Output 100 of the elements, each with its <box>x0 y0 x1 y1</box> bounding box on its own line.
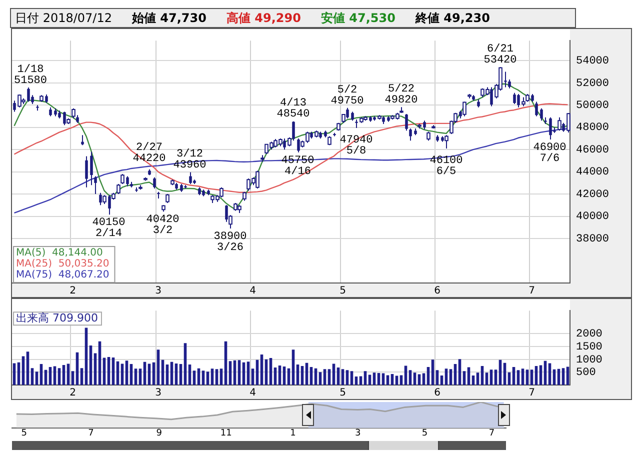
x-tick-label: 6 <box>434 388 440 399</box>
bar <box>62 364 66 385</box>
bar <box>562 368 565 385</box>
bar <box>80 368 84 385</box>
x-tick-label: 2 <box>70 286 76 297</box>
bar <box>12 363 16 385</box>
y-tick-label: 52000 <box>576 78 610 90</box>
bar <box>156 350 160 385</box>
bar <box>382 373 385 385</box>
annotation: 5/2 49750 <box>330 84 364 108</box>
bar <box>521 368 524 385</box>
bar <box>48 367 52 385</box>
candlestick <box>535 101 538 117</box>
y-tick-label: 38000 <box>576 233 610 246</box>
bar <box>408 370 412 385</box>
bar <box>512 367 516 385</box>
x-tick-label: 6 <box>434 286 440 297</box>
annotation: 4/13 48540 <box>276 98 310 121</box>
bar <box>449 369 452 385</box>
x-tick-label: 5 <box>340 388 346 399</box>
bar <box>516 370 520 385</box>
bar <box>494 370 498 385</box>
bar <box>202 370 205 385</box>
bar <box>472 376 475 385</box>
x-tick-label: 11 <box>220 428 232 439</box>
y-tick-label: 40000 <box>576 211 610 224</box>
text: 始値 47,730 <box>132 10 206 26</box>
bar <box>480 366 484 385</box>
bar <box>458 359 462 385</box>
bar <box>296 364 300 385</box>
candlestick <box>153 176 156 189</box>
bar <box>210 368 214 385</box>
bar <box>192 370 196 385</box>
y-tick-label: 48000 <box>576 122 610 134</box>
bar <box>184 343 187 385</box>
bar <box>148 364 151 385</box>
bar <box>418 374 421 385</box>
y-tick-label: 42000 <box>576 188 610 201</box>
bar <box>206 372 210 385</box>
annotation: 1/18 51580 <box>14 64 48 87</box>
x-tick-label: 1 <box>290 428 296 439</box>
y-tick-label: 44000 <box>576 166 610 179</box>
bar <box>269 358 272 385</box>
bar <box>188 364 192 385</box>
bar <box>125 360 128 385</box>
y-tick-label: 1000 <box>576 354 602 366</box>
bar <box>251 368 254 385</box>
text: MA(5) 48,144.00 <box>16 248 103 259</box>
bar <box>350 371 354 385</box>
bar <box>539 365 542 385</box>
annotation: 46100 6/5 <box>430 154 463 178</box>
annotation: 5/22 49820 <box>384 84 418 106</box>
bar <box>282 366 286 385</box>
bar <box>364 371 367 385</box>
annotation: 40420 3/2 <box>146 214 180 238</box>
x-tick-label: 3 <box>354 428 361 439</box>
bar <box>431 360 434 385</box>
bar <box>35 372 38 385</box>
text: MA(75) 48,067.20 <box>16 270 110 281</box>
x-tick-label: 4 <box>250 286 256 297</box>
x-tick-label: 5 <box>340 286 346 297</box>
bar <box>490 370 493 385</box>
x-tick-label: 3 <box>155 388 162 399</box>
bar <box>238 360 241 385</box>
y-tick-label: 46000 <box>576 144 610 156</box>
bar <box>336 368 340 385</box>
bar <box>548 363 552 385</box>
x-tick-label: 2 <box>70 388 76 399</box>
candlestick <box>549 116 552 140</box>
candlestick <box>540 108 543 122</box>
candlestick <box>90 151 93 186</box>
candlestick <box>189 172 192 185</box>
bar <box>292 350 295 385</box>
candlestick <box>409 128 412 142</box>
bar <box>354 376 358 385</box>
bar <box>120 364 124 385</box>
x-tick-label: 5 <box>21 428 27 439</box>
bar <box>138 368 142 385</box>
bar <box>26 352 30 385</box>
bar <box>526 370 529 385</box>
bar <box>274 368 277 385</box>
bar <box>444 368 448 385</box>
y-tick-label: 54000 <box>576 56 610 68</box>
text: MA(25) 50,035.20 <box>16 258 110 270</box>
x-tick-label: 7 <box>88 428 94 439</box>
bar <box>30 368 34 385</box>
bar <box>89 345 92 385</box>
candlestick <box>81 134 84 146</box>
annotation: 3/12 43960 <box>173 148 206 172</box>
bar <box>300 366 304 385</box>
bar <box>440 376 444 385</box>
text: 終値 49,230 <box>415 10 490 26</box>
bar <box>66 364 70 385</box>
chart-title: 出来高 709.900 <box>16 311 98 324</box>
bar <box>462 371 466 385</box>
bar <box>436 370 439 385</box>
y-tick-label: 50000 <box>576 100 610 112</box>
bar <box>368 374 372 385</box>
candlestick <box>85 156 88 188</box>
bar <box>323 369 326 385</box>
